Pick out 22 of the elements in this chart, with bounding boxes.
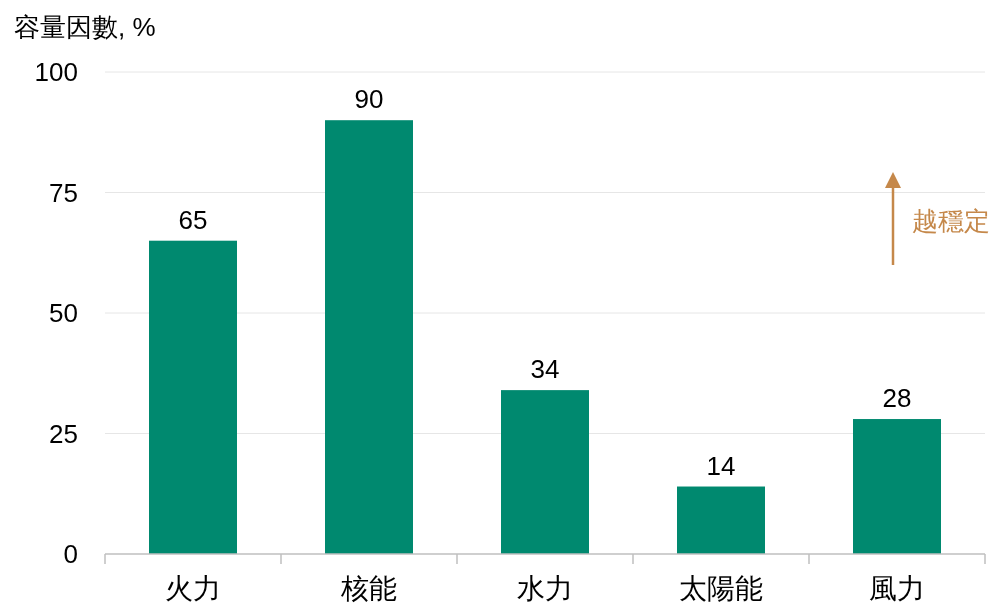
bar: [325, 120, 413, 554]
x-tick-label: 火力: [165, 573, 221, 604]
y-tick-label: 0: [63, 539, 78, 569]
y-tick-label: 50: [49, 298, 78, 328]
data-label: 65: [178, 204, 208, 235]
bar: [149, 240, 237, 554]
data-label: 14: [706, 450, 736, 481]
y-tick-label: 75: [49, 177, 78, 208]
data-label: 34: [530, 354, 560, 385]
data-label: 90: [354, 84, 384, 115]
y-tick-label: 25: [49, 418, 78, 449]
y-axis-title: 容量因數, %: [14, 12, 156, 42]
bar: [853, 419, 941, 554]
x-tick-label: 核能: [340, 573, 397, 604]
bar: [677, 486, 765, 554]
annotation: 越穩定: [912, 206, 990, 236]
data-label: 28: [882, 383, 912, 414]
x-tick-label: 太陽能: [679, 573, 763, 604]
x-tick-label: 水力: [517, 573, 573, 604]
bar: [501, 390, 589, 554]
x-tick-label: 風力: [869, 573, 925, 604]
y-tick-label: 100: [34, 57, 78, 87]
